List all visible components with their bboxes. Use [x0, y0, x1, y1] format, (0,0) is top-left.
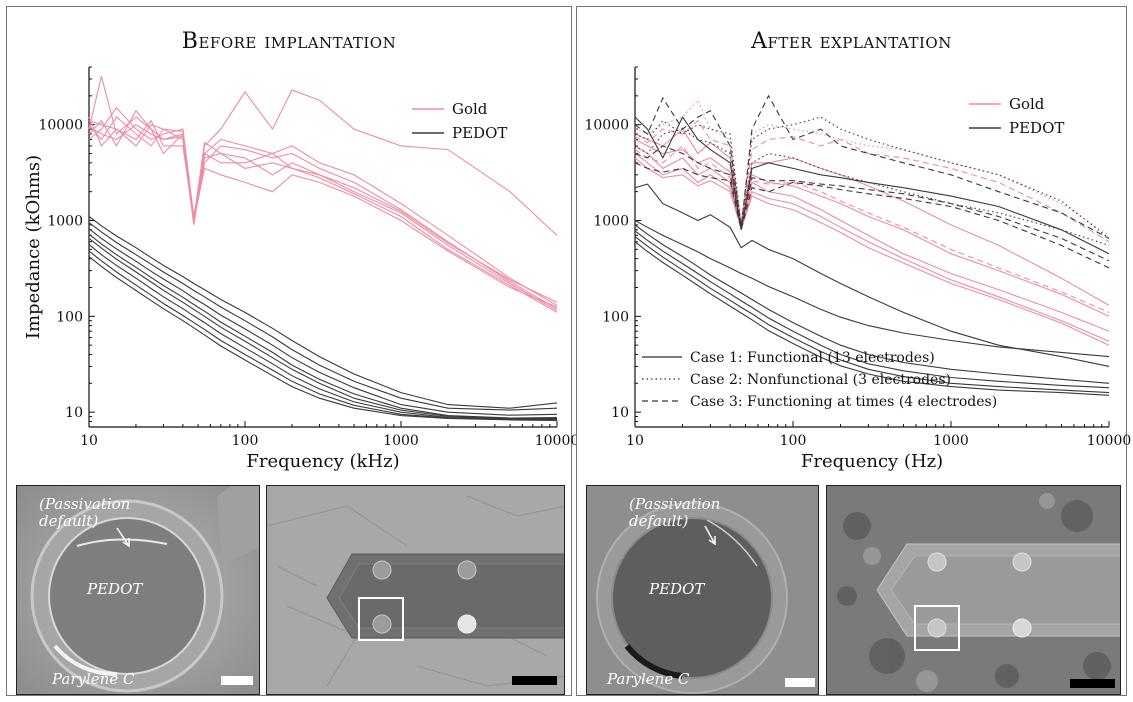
case-legend-label: Case 1: Functional (13 electrodes) — [690, 350, 935, 366]
series-line-gold-2 — [634, 139, 1110, 317]
electrode-closeup-image — [17, 486, 259, 694]
x-tick-label: 100 — [232, 433, 259, 449]
panel-before-implantation: Before implantation 10 100 1000 10000 10 100 1… — [6, 6, 579, 696]
series-line-pedot-14 — [88, 256, 558, 421]
case-legend-label: Case 3: Functioning at times (4 electrod… — [690, 394, 997, 410]
y-tick-label: 10 — [611, 405, 629, 421]
series-line-gold-1 — [88, 116, 558, 306]
series-line-pedot-18 — [634, 162, 1110, 269]
series-line-pedot-12 — [88, 244, 557, 420]
electrode-closeup-image — [587, 486, 818, 694]
sem-photo-electrode-closeup: (Passivation default) PEDOT Parylene C — [16, 485, 260, 695]
series-line-pedot-10 — [634, 236, 1110, 394]
series-line-gold-6 — [634, 145, 1110, 313]
y-tick-label: 10000 — [584, 118, 629, 134]
x-tick-label: 10000 — [1087, 433, 1132, 449]
series-line-pedot-9 — [634, 230, 1110, 389]
scale-bar — [1070, 679, 1115, 688]
series-line-gold-4 — [88, 106, 558, 313]
impedance-chart-before: 10 100 1000 10000 10 100 1000 10000 Frequency (k… — [23, 66, 579, 472]
y-tick-label: 1000 — [593, 214, 629, 230]
panel-title: Before implantation — [181, 29, 397, 54]
legend-label-pedot: PEDOT — [1009, 119, 1064, 137]
series-line-pedot-8 — [634, 224, 1110, 384]
x-tick-label: 1000 — [383, 433, 419, 449]
sem-photo-electrode-closeup: (Passivation default) PEDOT Parylene C — [586, 485, 819, 695]
panel-title: After explantation — [751, 29, 952, 54]
series-line-gold-7 — [634, 119, 1110, 243]
label-passivation-default: (Passivation default) — [629, 495, 721, 530]
series-line-gold-1 — [634, 153, 1110, 342]
series-line-gold-2 — [88, 109, 558, 310]
x-tick-label: 10 — [626, 433, 644, 449]
x-tick-label: 1000 — [933, 433, 969, 449]
y-tick-label: 1000 — [47, 214, 83, 230]
series-line-pedot-14 — [634, 116, 1110, 255]
series-line-pedot-7 — [88, 216, 558, 409]
y-tick-label: 10 — [65, 405, 83, 421]
label-passivation-default: (Passivation default) — [39, 495, 131, 530]
series-line-pedot-17 — [634, 94, 1110, 239]
series-line-gold-0 — [634, 145, 1110, 332]
series-line-pedot-11 — [634, 241, 1110, 396]
x-axis-label: Frequency (kHz) — [246, 451, 399, 472]
probe-shank-image — [827, 486, 1120, 694]
series-line-pedot-13 — [634, 220, 1110, 358]
series-line-pedot-12 — [634, 183, 1110, 367]
label-pedot: PEDOT — [87, 580, 143, 598]
series-line-pedot-11 — [88, 237, 557, 419]
series-line-gold-0 — [88, 76, 558, 236]
series-line-gold-5 — [88, 124, 558, 308]
legend-label-gold: Gold — [452, 100, 488, 118]
label-parylene-c: Parylene C — [607, 670, 690, 688]
legend-label-pedot: PEDOT — [452, 124, 507, 142]
y-tick-label: 100 — [602, 309, 629, 325]
x-axis-label: Frequency (Hz) — [801, 451, 943, 472]
scale-bar — [512, 676, 557, 685]
series-line-pedot-8 — [88, 222, 558, 411]
sem-photo-probe-shank — [826, 485, 1121, 695]
series-line-gold-6 — [88, 120, 558, 303]
series-line-pedot-10 — [88, 233, 558, 419]
series-line-pedot-19 — [634, 145, 1110, 262]
label-pedot: PEDOT — [649, 580, 705, 598]
impedance-chart-after: 10 100 1000 10000 10 100 1000 10000 Frequency (H… — [584, 66, 1131, 472]
panel-after-explantation: After explantation 10 100 1000 10000 10 100 10… — [576, 6, 1131, 696]
y-tick-label: 10000 — [38, 118, 83, 134]
y-tick-label: 100 — [56, 309, 83, 325]
scale-bar — [221, 676, 253, 685]
label-parylene-c: Parylene C — [52, 670, 135, 688]
probe-shank-image — [267, 486, 564, 694]
y-axis-label: Impedance (kOhms) — [23, 155, 44, 339]
x-tick-label: 100 — [780, 433, 807, 449]
scale-bar — [785, 678, 815, 687]
x-tick-label: 10000 — [535, 433, 580, 449]
sem-photo-probe-shank — [266, 485, 565, 695]
series-line-gold-3 — [634, 157, 1110, 346]
series-line-pedot-9 — [88, 228, 558, 416]
case-legend-label: Case 2: Nonfunctional (3 electrodes) — [690, 372, 951, 388]
x-tick-label: 10 — [80, 433, 98, 449]
series-line-pedot-13 — [88, 250, 558, 421]
legend-label-gold: Gold — [1009, 95, 1045, 113]
